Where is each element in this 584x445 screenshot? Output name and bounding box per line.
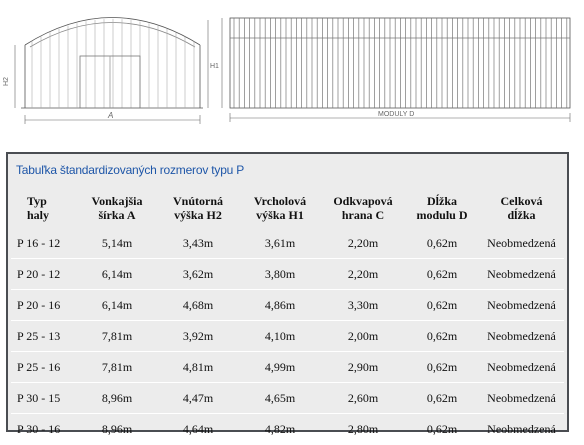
- table-header-row: Typ haly Vonkajšia šírka A Vnútorná výška H…: [11, 188, 564, 228]
- header-outer-width: Vonkajšia šírka A: [91, 194, 143, 222]
- cell-module-length: 0,62m: [405, 320, 479, 352]
- cell-inner-height: 3,92m: [157, 320, 239, 352]
- cell-peak-height: 3,61m: [239, 228, 321, 259]
- cell-outer-width: 6,14m: [77, 258, 157, 290]
- cell-peak-height: 4,86m: [239, 289, 321, 321]
- cell-inner-height: 3,43m: [157, 228, 239, 259]
- cell-peak-height: 4,82m: [239, 413, 321, 445]
- cell-outer-width: 8,96m: [77, 382, 157, 414]
- cell-peak-height: 3,80m: [239, 258, 321, 290]
- cell-outer-width: 5,14m: [77, 228, 157, 259]
- cell-total-length: Neobmedzená: [479, 351, 564, 383]
- dimension-table: Typ haly Vonkajšia šírka A Vnútorná výška H…: [11, 188, 564, 445]
- cell-eave-edge: 2,80m: [321, 413, 405, 445]
- cell-eave-edge: 2,90m: [321, 351, 405, 383]
- cell-inner-height: 3,62m: [157, 258, 239, 290]
- cell-inner-height: 4,64m: [157, 413, 239, 445]
- cell-eave-edge: 2,20m: [321, 258, 405, 290]
- dimension-table-panel: Tabuľka štandardizovaných rozmerov typu …: [6, 152, 569, 445]
- cell-type: P 25 - 16: [11, 351, 77, 383]
- cell-peak-height: 4,99m: [239, 351, 321, 383]
- cell-total-length: Neobmedzená: [479, 228, 564, 259]
- cell-module-length: 0,62m: [405, 258, 479, 290]
- cell-outer-width: 7,81m: [77, 351, 157, 383]
- cell-total-length: Neobmedzená: [479, 382, 564, 414]
- table-row: P 20 - 12 6,14m 3,62m 3,80m 2,20m 0,62m …: [11, 258, 564, 290]
- cell-module-length: 0,62m: [405, 382, 479, 414]
- side-length-label: MODULY D: [378, 111, 414, 118]
- cell-module-length: 0,62m: [405, 289, 479, 321]
- table-row: P 30 - 16 8,96m 4,64m 4,82m 2,80m 0,62m …: [11, 413, 564, 445]
- cell-outer-width: 7,81m: [77, 320, 157, 352]
- cell-outer-width: 6,14m: [77, 289, 157, 321]
- cell-eave-edge: 3,30m: [321, 289, 405, 321]
- table-caption: Tabuľka štandardizovaných rozmerov typu …: [16, 163, 245, 177]
- cell-outer-width: 8,96m: [77, 413, 157, 445]
- cell-type: P 20 - 12: [11, 258, 77, 290]
- cell-type: P 30 - 15: [11, 382, 77, 414]
- cell-peak-height: 4,65m: [239, 382, 321, 414]
- header-total-length: Celková dĺžka: [500, 194, 543, 222]
- cell-type: P 30 - 16: [11, 413, 77, 445]
- cell-total-length: Neobmedzená: [479, 289, 564, 321]
- cell-peak-height: 4,10m: [239, 320, 321, 352]
- header-inner-height: Vnútorná výška H2: [172, 194, 223, 222]
- cell-module-length: 0,62m: [405, 413, 479, 445]
- cell-type: P 16 - 12: [11, 228, 77, 259]
- cell-eave-edge: 2,00m: [321, 320, 405, 352]
- front-height-label: H2: [3, 77, 10, 86]
- cell-inner-height: 4,47m: [157, 382, 239, 414]
- table-row: P 25 - 16 7,81m 4,81m 4,99m 2,90m 0,62m …: [11, 351, 564, 383]
- hall-technical-drawings: A H2 H1 MODULY D: [3, 17, 571, 124]
- cell-inner-height: 4,81m: [157, 351, 239, 383]
- header-peak-height: Vrcholová výška H1: [253, 194, 307, 222]
- cell-total-length: Neobmedzená: [479, 258, 564, 290]
- front-width-label: A: [107, 111, 113, 120]
- front-view-drawing: [14, 17, 209, 124]
- table-row: P 20 - 16 6,14m 4,68m 4,86m 3,30m 0,62m …: [11, 289, 564, 321]
- cell-module-length: 0,62m: [405, 351, 479, 383]
- front-side-label: H1: [210, 63, 219, 70]
- header-module-length: Dĺžka modulu D: [416, 194, 468, 222]
- cell-type: P 25 - 13: [11, 320, 77, 352]
- table-row: P 16 - 12 5,14m 3,43m 3,61m 2,20m 0,62m …: [11, 228, 564, 259]
- cell-eave-edge: 2,60m: [321, 382, 405, 414]
- cell-eave-edge: 2,20m: [321, 228, 405, 259]
- cell-module-length: 0,62m: [405, 228, 479, 259]
- cell-total-length: Neobmedzená: [479, 413, 564, 445]
- table-row: P 30 - 15 8,96m 4,47m 4,65m 2,60m 0,62m …: [11, 382, 564, 414]
- cell-type: P 20 - 16: [11, 289, 77, 321]
- header-type: Typ haly: [27, 194, 50, 222]
- table-row: P 25 - 13 7,81m 3,92m 4,10m 2,00m 0,62m …: [11, 320, 564, 352]
- header-eave-edge: Odkvapová hrana C: [333, 194, 393, 222]
- cell-inner-height: 4,68m: [157, 289, 239, 321]
- cell-total-length: Neobmedzená: [479, 320, 564, 352]
- side-view-drawing: [221, 17, 571, 122]
